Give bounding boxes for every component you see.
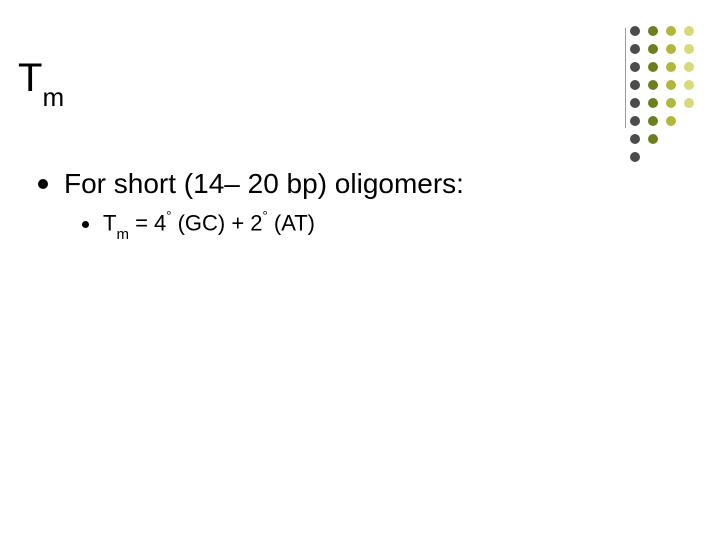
decoration-dot-icon: [630, 152, 640, 162]
decoration-dot-icon: [630, 62, 640, 72]
decoration-dot-icon: [648, 80, 658, 90]
title-main: T: [18, 56, 42, 100]
decoration-dot-icon: [630, 134, 640, 144]
formula-at: (AT): [268, 210, 315, 235]
dot-column: [630, 26, 640, 162]
bullet-dot-icon: [82, 221, 89, 228]
decoration-dot-icon: [630, 98, 640, 108]
decoration-dot-icon: [630, 44, 640, 54]
decoration-dot-icon: [666, 26, 676, 36]
dot-column: [666, 26, 676, 162]
bullet-l2-text: Tm = 4° (GC) + 2° (AT): [103, 210, 315, 240]
formula-T: T: [103, 210, 116, 235]
bullet-level-1: For short (14– 20 bp) oligomers:: [38, 168, 464, 200]
decoration-dot-icon: [648, 44, 658, 54]
decoration-dot-icon: [666, 98, 676, 108]
degree-symbol: °: [166, 208, 171, 223]
degree-symbol: °: [263, 208, 268, 223]
decoration-dot-icon: [666, 62, 676, 72]
vertical-divider: [625, 28, 626, 128]
dot-column: [684, 26, 694, 162]
decoration-dot-icon: [630, 26, 640, 36]
decoration-dot-icon: [630, 80, 640, 90]
decoration-dot-icon: [684, 26, 694, 36]
decoration-dot-icon: [648, 134, 658, 144]
bullet-level-2: Tm = 4° (GC) + 2° (AT): [82, 210, 315, 240]
slide-title: Tm: [18, 56, 64, 107]
formula-eq-4: = 4: [129, 210, 166, 235]
decoration-dot-icon: [648, 98, 658, 108]
decoration-dot-icon: [648, 62, 658, 72]
slide: Tm For short (14– 20 bp) oligomers: Tm =…: [0, 0, 720, 540]
decoration-dot-icon: [684, 62, 694, 72]
bullet-dot-icon: [38, 179, 48, 189]
decoration-dot-icon: [684, 44, 694, 54]
bullet-l1-text: For short (14– 20 bp) oligomers:: [64, 168, 464, 200]
decoration-dot-icon: [684, 98, 694, 108]
dot-grid-decoration: [630, 26, 694, 162]
title-subscript: m: [42, 82, 64, 112]
formula-m-subscript: m: [116, 226, 129, 243]
decoration-dot-icon: [630, 116, 640, 126]
decoration-dot-icon: [684, 80, 694, 90]
decoration-dot-icon: [666, 116, 676, 126]
decoration-dot-icon: [666, 80, 676, 90]
dot-column: [648, 26, 658, 162]
decoration-dot-icon: [648, 116, 658, 126]
formula-gc: (GC) + 2: [171, 210, 262, 235]
decoration-dot-icon: [648, 26, 658, 36]
decoration-dot-icon: [666, 44, 676, 54]
